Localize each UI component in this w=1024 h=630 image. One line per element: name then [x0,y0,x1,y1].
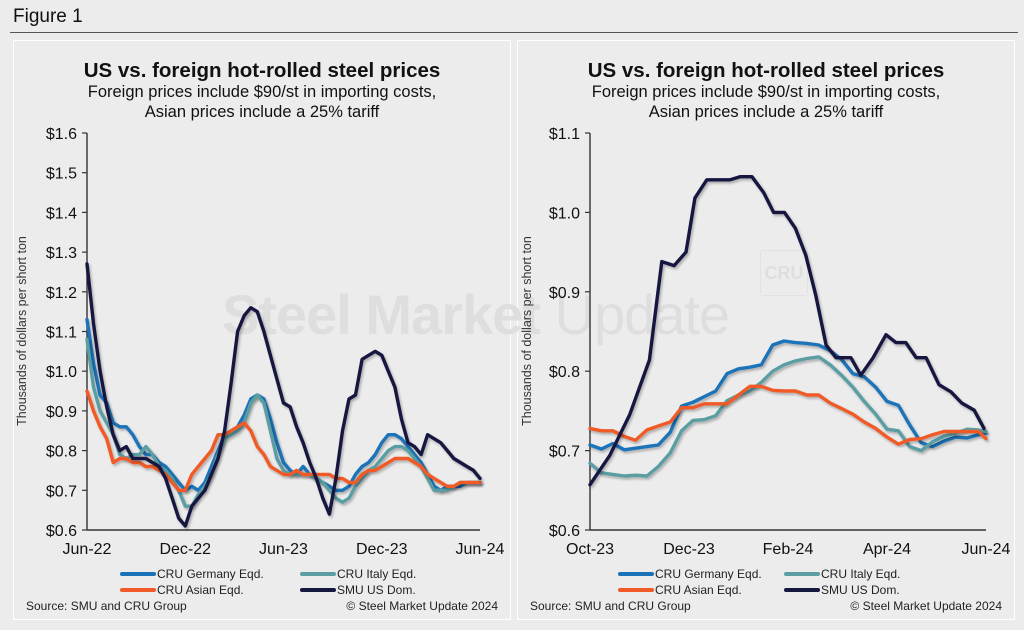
watermark-bold: Steel Market [222,283,541,346]
cru-logo-watermark: CRU [760,250,808,296]
source-note: Source: SMU and CRU Group [26,599,187,613]
copyright-note: © Steel Market Update 2024 [850,599,1002,613]
legend-swatch [120,572,156,576]
legend-label: CRU Germany Eqd. [655,567,762,581]
source-note: Source: SMU and CRU Group [530,599,691,613]
legend-item-germany: CRU Germany Eqd. [618,567,762,581]
legend-item-italy: CRU Italy Eqd. [300,567,416,581]
legend-swatch [784,588,820,592]
legend-swatch [618,588,654,592]
legend-item-smu: SMU US Dom. [300,583,416,597]
legend-label: CRU Italy Eqd. [821,567,901,581]
legend-swatch [784,572,820,576]
legend-swatch [300,572,336,576]
legend-label: CRU Germany Eqd. [157,567,264,581]
watermark-light: Update [554,283,731,346]
legend-item-germany: CRU Germany Eqd. [120,567,264,581]
chart-subtitle-line1: Foreign prices include $90/st in importi… [591,83,941,101]
legend-label: CRU Asian Eqd. [157,583,244,597]
figure-title-rule [10,32,1018,33]
legend-item-asian: CRU Asian Eqd. [120,583,244,597]
legend-swatch [300,588,336,592]
chart-subtitle-line1: Foreign prices include $90/st in importi… [87,83,437,101]
legend-item-smu: SMU US Dom. [784,583,900,597]
chart-subtitle-line2: Asian prices include a 25% tariff [144,103,380,121]
legend-label: CRU Asian Eqd. [655,583,742,597]
legend-label: CRU Italy Eqd. [337,567,417,581]
chart-title: US vs. foreign hot-rolled steel prices [83,59,441,82]
legend-label: SMU US Dom. [821,583,900,597]
legend-swatch [120,588,156,592]
legend-swatch [618,572,654,576]
figure-title: Figure 1 [13,6,83,27]
copyright-note: © Steel Market Update 2024 [346,599,498,613]
legend-label: SMU US Dom. [337,583,416,597]
legend-item-italy: CRU Italy Eqd. [784,567,900,581]
legend-item-asian: CRU Asian Eqd. [618,583,742,597]
chart-title: US vs. foreign hot-rolled steel prices [587,59,945,82]
watermark: Steel Market Update [222,282,731,347]
chart-subtitle-line2: Asian prices include a 25% tariff [648,103,884,121]
